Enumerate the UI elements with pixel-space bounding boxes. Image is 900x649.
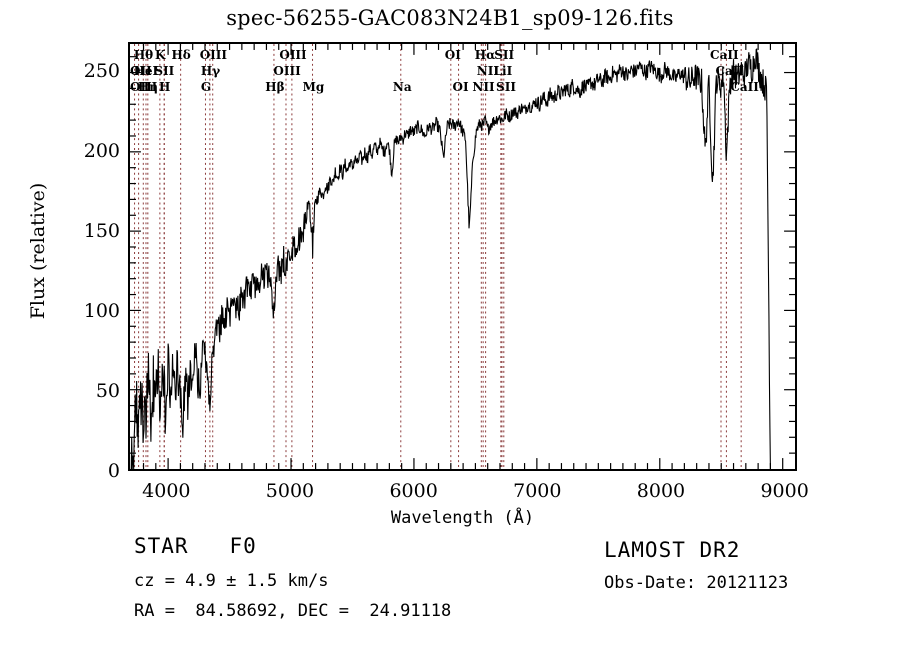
line-label-oi: OI xyxy=(452,80,469,94)
x-tick-label: 5000 xyxy=(265,480,315,502)
line-label-mg: Mg xyxy=(302,80,325,94)
x-tick-label: 8000 xyxy=(636,480,686,502)
line-label-oiii: OIII xyxy=(273,64,301,78)
plot-frame: OII OIII Hθ HeI Hη K SII H Hδ Hγ G OIII Hβ OIII OIII Mg… xyxy=(128,42,797,471)
y-axis-title: Flux (relative) xyxy=(27,182,49,320)
line-label-nii: NII xyxy=(472,80,495,94)
x-tick-label: 7000 xyxy=(513,480,562,502)
line-label-sii: SII xyxy=(154,64,175,78)
y-tick-label: 200 xyxy=(83,139,120,162)
y-tick-label: 250 xyxy=(83,59,120,82)
page-title: spec-56255-GAC083N24B1_sp09-126.fits xyxy=(226,6,674,30)
line-label-h: Hθ xyxy=(133,48,154,62)
y-tick-label: 0 xyxy=(107,460,120,482)
y-tick-label: 150 xyxy=(83,219,120,242)
y-tick-label: 100 xyxy=(83,299,120,322)
line-label-oiii: OIII xyxy=(279,48,307,62)
line-marker-group xyxy=(134,44,742,469)
spectrum-trace xyxy=(130,48,771,469)
line-label-h: Hδ xyxy=(171,48,191,62)
axis-tick-group xyxy=(130,44,795,469)
observation-date-text: Obs-Date: 20121123 xyxy=(604,573,789,593)
x-tick-label: 9000 xyxy=(760,480,809,502)
line-label-nii: NII xyxy=(476,64,499,78)
line-label-hei: HeI xyxy=(133,64,159,78)
redshift-velocity-text: cz = 4.9 ± 1.5 km/s xyxy=(134,571,329,591)
coordinates-text: RA = 84.58692, DEC = 24.91118 xyxy=(134,601,452,621)
spectrum-canvas xyxy=(130,44,795,469)
line-label-g: G xyxy=(200,80,212,94)
x-axis-title: Wavelength (Å) xyxy=(390,508,535,528)
line-label-k: K xyxy=(155,48,166,62)
line-label-oii: OII xyxy=(130,64,152,78)
x-tick-label: 6000 xyxy=(389,480,438,502)
line-label-na: Na xyxy=(392,80,412,94)
line-label-h: Hβ xyxy=(265,80,285,94)
line-label-caii: CaII xyxy=(715,64,745,78)
line-label-caii: CaII xyxy=(710,48,739,62)
y-tick-label: 50 xyxy=(95,379,120,402)
line-label-h: H xyxy=(159,80,171,94)
line-label-h: Hη xyxy=(137,80,158,94)
line-label-lii: LiI xyxy=(493,64,513,78)
line-label-sii: SII xyxy=(494,48,515,62)
line-label-sii: SII xyxy=(496,80,516,94)
line-label-oi: OI xyxy=(444,48,461,62)
object-class-text: STAR F0 xyxy=(134,534,257,558)
line-label-oiii: OIII xyxy=(130,80,158,94)
survey-name-text: LAMOST DR2 xyxy=(604,538,741,562)
line-label-h: Hγ xyxy=(200,64,221,78)
x-tick-label: 4000 xyxy=(142,480,191,502)
line-label-oiii: OIII xyxy=(199,48,228,62)
line-label-h: Hα xyxy=(474,48,496,62)
line-label-caii: CaII xyxy=(730,80,759,94)
